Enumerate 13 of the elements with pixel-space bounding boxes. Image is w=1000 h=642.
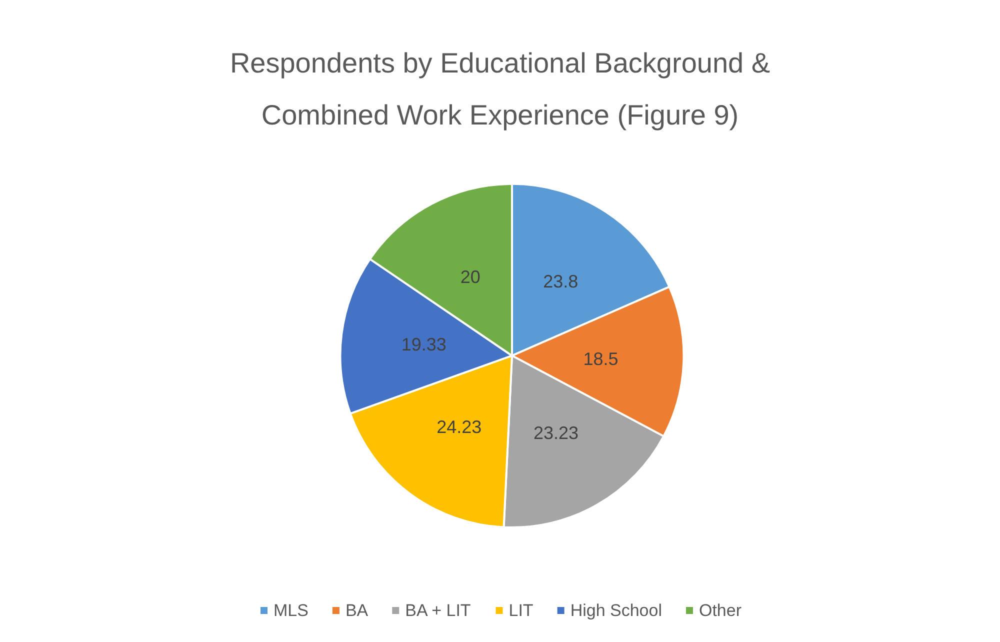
- legend-label: Other: [698, 601, 742, 620]
- data-label: 20: [460, 267, 480, 288]
- data-label: 18.5: [583, 349, 618, 370]
- chart-title: Respondents by Educational Background & Combined Work Experience (Figure 9): [230, 48, 770, 130]
- legend-label: BA: [345, 601, 369, 620]
- data-label: 23.8: [543, 271, 578, 292]
- legend-label: LIT: [508, 601, 534, 620]
- data-label: 24.23: [436, 417, 482, 438]
- data-label: 23.23: [533, 422, 578, 443]
- legend-label: BA + LIT: [405, 601, 471, 620]
- data-label: 19.33: [401, 334, 446, 354]
- legend-label: MLS: [274, 601, 308, 620]
- legend-label: High School: [570, 601, 662, 620]
